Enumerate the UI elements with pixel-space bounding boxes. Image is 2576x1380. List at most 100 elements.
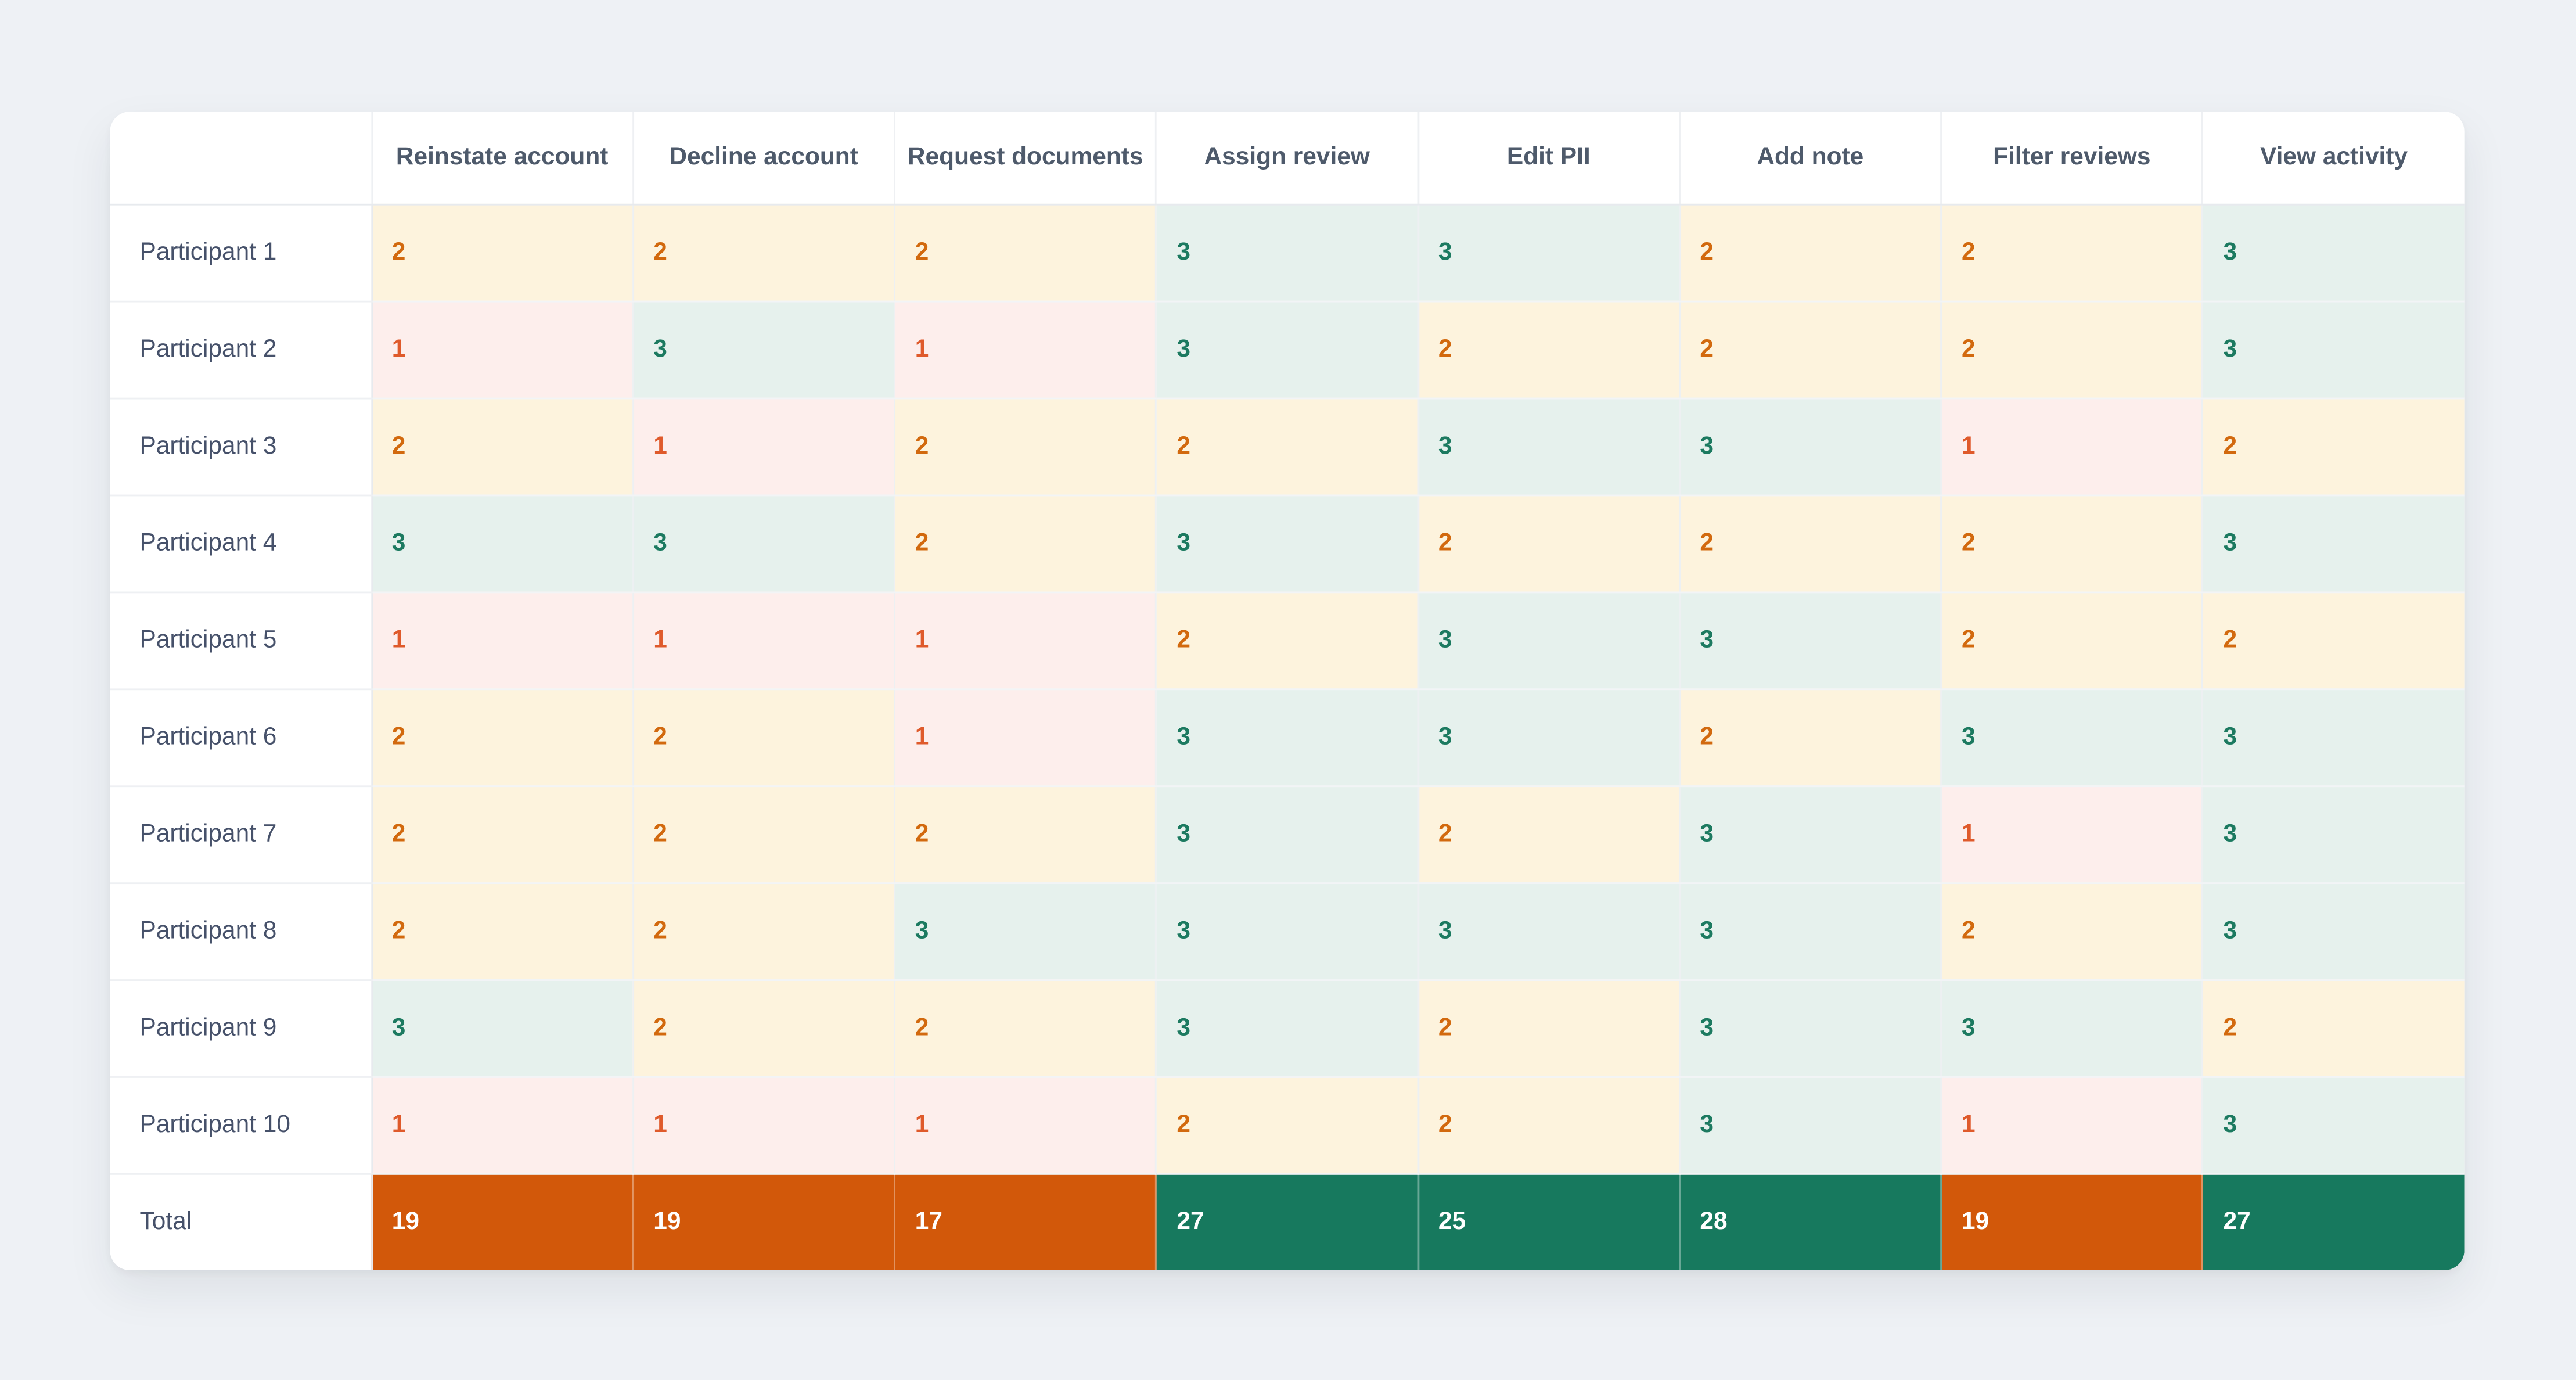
value-cell: 2 bbox=[1417, 1076, 1681, 1174]
row-label: Participant 8 bbox=[110, 882, 372, 980]
value-cell: 3 bbox=[1156, 785, 1419, 883]
value-cell: 2 bbox=[632, 882, 895, 980]
row-label: Participant 2 bbox=[110, 300, 372, 399]
value-cell: 3 bbox=[1156, 494, 1419, 592]
value-cell: 1 bbox=[894, 591, 1157, 689]
column-header-2: Decline account bbox=[632, 112, 895, 205]
participant-row-10: Participant 10 1 1 1 2 2 3 1 3 bbox=[110, 1076, 2465, 1174]
total-cell: 28 bbox=[1679, 1173, 1942, 1270]
value-cell: 3 bbox=[1941, 688, 2204, 786]
value-cell: 2 bbox=[1417, 494, 1681, 592]
column-header-6: Add note bbox=[1679, 112, 1942, 205]
total-cell: 25 bbox=[1417, 1173, 1681, 1270]
value-cell: 2 bbox=[894, 979, 1157, 1077]
row-label: Participant 10 bbox=[110, 1076, 372, 1174]
value-cell: 2 bbox=[371, 688, 634, 786]
value-cell: 3 bbox=[632, 494, 895, 592]
table-footer: Total 19 19 17 27 25 28 19 27 bbox=[110, 1173, 2465, 1270]
value-cell: 2 bbox=[632, 203, 895, 302]
value-cell: 1 bbox=[632, 397, 895, 495]
column-header-1: Reinstate account bbox=[371, 112, 634, 205]
value-cell: 2 bbox=[1417, 785, 1681, 883]
value-cell: 3 bbox=[1156, 688, 1419, 786]
value-cell: 2 bbox=[1156, 1076, 1419, 1174]
value-cell: 2 bbox=[1417, 979, 1681, 1077]
value-cell: 2 bbox=[1941, 882, 2204, 980]
total-row: Total 19 19 17 27 25 28 19 27 bbox=[110, 1173, 2465, 1270]
column-header-8: View activity bbox=[2203, 112, 2465, 205]
value-cell: 1 bbox=[632, 1076, 895, 1174]
value-cell: 1 bbox=[894, 688, 1157, 786]
value-cell: 2 bbox=[2203, 397, 2465, 495]
value-cell: 2 bbox=[632, 979, 895, 1077]
value-cell: 2 bbox=[1417, 300, 1681, 399]
heatmap-table-card: Reinstate account Decline account Request … bbox=[110, 112, 2465, 1270]
value-cell: 2 bbox=[1941, 300, 2204, 399]
value-cell: 2 bbox=[632, 688, 895, 786]
column-header-4: Assign review bbox=[1156, 112, 1419, 205]
total-cell: 17 bbox=[894, 1173, 1157, 1270]
value-cell: 2 bbox=[1156, 397, 1419, 495]
row-label: Participant 3 bbox=[110, 397, 372, 495]
value-cell: 3 bbox=[371, 979, 634, 1077]
value-cell: 1 bbox=[371, 1076, 634, 1174]
value-cell: 1 bbox=[371, 591, 634, 689]
column-header-3: Request documents bbox=[894, 112, 1157, 205]
value-cell: 3 bbox=[2203, 688, 2465, 786]
value-cell: 3 bbox=[1417, 397, 1681, 495]
value-cell: 1 bbox=[1941, 785, 2204, 883]
value-cell: 3 bbox=[2203, 1076, 2465, 1174]
value-cell: 3 bbox=[1417, 203, 1681, 302]
value-cell: 1 bbox=[371, 300, 634, 399]
value-cell: 1 bbox=[894, 1076, 1157, 1174]
total-cell: 19 bbox=[371, 1173, 634, 1270]
value-cell: 2 bbox=[632, 785, 895, 883]
heatmap-table: Reinstate account Decline account Request … bbox=[110, 112, 2465, 1270]
value-cell: 3 bbox=[2203, 300, 2465, 399]
row-label: Participant 9 bbox=[110, 979, 372, 1077]
value-cell: 2 bbox=[371, 882, 634, 980]
corner-cell bbox=[110, 112, 372, 205]
value-cell: 3 bbox=[1417, 688, 1681, 786]
value-cell: 2 bbox=[1941, 494, 2204, 592]
value-cell: 3 bbox=[2203, 785, 2465, 883]
value-cell: 3 bbox=[1679, 397, 1942, 495]
table-header: Reinstate account Decline account Request … bbox=[110, 112, 2465, 205]
value-cell: 1 bbox=[632, 591, 895, 689]
value-cell: 3 bbox=[1417, 591, 1681, 689]
total-cell: 19 bbox=[1941, 1173, 2204, 1270]
row-label: Participant 4 bbox=[110, 494, 372, 592]
value-cell: 3 bbox=[1156, 203, 1419, 302]
value-cell: 3 bbox=[1417, 882, 1681, 980]
total-cell: 27 bbox=[1156, 1173, 1419, 1270]
value-cell: 3 bbox=[894, 882, 1157, 980]
value-cell: 2 bbox=[1941, 203, 2204, 302]
value-cell: 2 bbox=[1679, 203, 1942, 302]
value-cell: 2 bbox=[894, 785, 1157, 883]
value-cell: 3 bbox=[632, 300, 895, 399]
value-cell: 2 bbox=[894, 203, 1157, 302]
column-header-7: Filter reviews bbox=[1941, 112, 2204, 205]
total-cell: 27 bbox=[2203, 1173, 2465, 1270]
row-label: Participant 1 bbox=[110, 203, 372, 302]
total-label: Total bbox=[110, 1173, 372, 1270]
value-cell: 2 bbox=[1156, 591, 1419, 689]
value-cell: 2 bbox=[1679, 494, 1942, 592]
column-header-5: Edit PII bbox=[1417, 112, 1681, 205]
value-cell: 2 bbox=[1679, 300, 1942, 399]
row-label: Participant 7 bbox=[110, 785, 372, 883]
value-cell: 3 bbox=[1679, 1076, 1942, 1174]
value-cell: 2 bbox=[371, 397, 634, 495]
value-cell: 2 bbox=[2203, 591, 2465, 689]
value-cell: 3 bbox=[371, 494, 634, 592]
